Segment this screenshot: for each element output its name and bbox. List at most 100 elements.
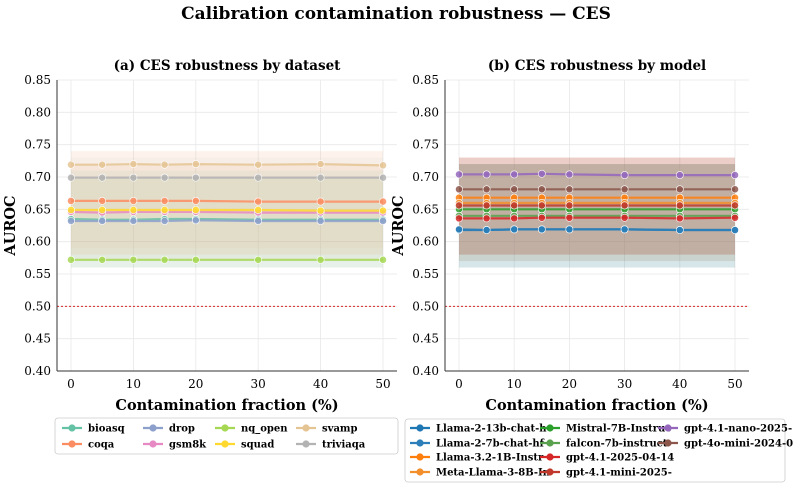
data-point-gpt-4.1-nano-2025- (510, 170, 519, 179)
series-line-coqa (71, 199, 383, 203)
data-point-nq_open (316, 255, 325, 264)
data-point-squad (160, 206, 169, 214)
legend-swatch-marker (149, 440, 157, 448)
y-tick-label: 0.40 (24, 364, 51, 378)
data-point-gpt-4.1-nano-2025- (620, 171, 629, 179)
y-tick-label: 0.45 (412, 332, 439, 346)
data-point-svamp (254, 160, 263, 169)
data-point-gpt-4.1-nano-2025- (675, 171, 684, 179)
data-point-drop (379, 217, 387, 225)
data-point-nq_open (379, 255, 387, 264)
data-point-drop (254, 217, 263, 225)
legend-label: gpt-4.1-nano-2025- (684, 424, 792, 435)
data-point-coqa (379, 197, 387, 206)
data-point-drop (191, 216, 200, 225)
legend-swatch-marker (68, 440, 76, 448)
data-point-gpt-4.1-2025-04-14 (510, 214, 519, 223)
data-point-squad (129, 206, 138, 214)
data-point-gpt-4.1-nano-2025- (565, 170, 574, 179)
data-point-drop (129, 217, 138, 225)
legend-swatch-marker (664, 424, 672, 432)
data-point-gpt-4.1-nano-2025- (455, 170, 463, 179)
data-point-coqa (254, 197, 263, 206)
legend-swatch-marker (416, 453, 424, 461)
legend-swatch-marker (221, 440, 229, 448)
y-tick-label: 0.45 (24, 332, 51, 346)
legend-label: nq_open (241, 424, 288, 435)
panel-by-model: 0.40 0.45 0.50 0.55 0.60 0.65 0.70 0.75 0.80 0.85… (390, 58, 749, 414)
confidence-band (71, 151, 383, 249)
data-point-squad (254, 206, 263, 214)
legend-label: Llama-2-13b-chat-h (436, 424, 547, 435)
series-line-drop (71, 219, 383, 223)
data-point-gpt-4.1-2025-04-14 (620, 213, 629, 222)
data-point-nq_open (160, 255, 169, 264)
data-point-triviaqa (254, 173, 263, 182)
legend-swatch-marker (416, 468, 424, 476)
x-tick-label: 30 (251, 377, 266, 391)
x-tick-label: 30 (617, 377, 632, 391)
data-point-Llama-2-7b-chat-hf (565, 225, 574, 234)
data-point-gpt-4o-mini-2024-0 (510, 185, 519, 194)
x-tick-label: 50 (375, 377, 390, 391)
data-point-gpt-4.1-nano-2025- (537, 169, 546, 178)
legend-label: gpt-4.1-mini-2025- (566, 468, 672, 479)
x-tick-label: 40 (313, 377, 328, 391)
data-point-gpt-4o-mini-2024-0 (731, 185, 739, 194)
data-point-coqa (129, 197, 138, 205)
y-tick-label: 0.60 (24, 235, 51, 249)
data-point-gpt-4.1-mini-2025- (510, 201, 519, 210)
data-point-coqa (98, 197, 107, 205)
legend-label: falcon-7b-instruct (566, 439, 668, 450)
series-line-gpt-4.1-nano-2025- (459, 172, 735, 177)
y-axis-label: AUROC (390, 195, 407, 256)
y-tick-label: 0.70 (24, 170, 51, 184)
legend-label: triviaqa (322, 440, 366, 451)
data-point-Llama-2-7b-chat-hf (482, 226, 491, 234)
y-tick-label: 0.85 (412, 73, 439, 87)
x-tick-label: 40 (672, 377, 687, 391)
data-point-Llama-2-7b-chat-hf (455, 225, 463, 234)
confidence-band (71, 177, 383, 268)
series-line-gsm8k (70, 210, 383, 214)
data-point-coqa (67, 197, 75, 205)
data-point-nq_open (129, 255, 138, 264)
series-line-svamp (71, 162, 384, 167)
y-tick-label: 0.60 (412, 235, 439, 249)
data-point-triviaqa (67, 173, 75, 182)
legend-label: svamp (322, 424, 358, 435)
data-point-nq_open (98, 255, 107, 264)
data-point-gpt-4.1-2025-04-14 (675, 214, 684, 223)
data-point-gpt-4o-mini-2024-0 (455, 185, 463, 194)
legend-swatch-marker (546, 468, 554, 476)
y-tick-label: 0.50 (412, 299, 439, 313)
data-point-gpt-4o-mini-2024-0 (620, 185, 629, 194)
legend-swatch-marker (416, 424, 424, 432)
legend-label: gpt-4o-mini-2024-0 (684, 439, 793, 450)
x-tick-label: 10 (507, 377, 522, 391)
data-point-gpt-4.1-2025-04-14 (731, 213, 739, 222)
data-point-gpt-4.1-mini-2025- (620, 201, 629, 210)
y-tick-label: 0.40 (412, 364, 439, 378)
legend-swatch-marker (302, 440, 310, 448)
data-point-svamp (316, 160, 325, 168)
confidence-band (459, 164, 735, 262)
legend-swatch-marker (416, 439, 424, 447)
data-point-Llama-2-7b-chat-hf (731, 226, 739, 234)
legend-label: drop (169, 424, 195, 435)
legend-swatch-marker (546, 439, 554, 447)
x-axis-label: Contamination fraction (%) (115, 397, 338, 414)
x-tick-label: 10 (126, 377, 141, 391)
data-point-svamp (379, 161, 387, 170)
data-point-gpt-4.1-2025-04-14 (565, 213, 574, 222)
data-point-drop (316, 217, 325, 225)
data-point-svamp (98, 160, 107, 169)
data-point-drop (160, 217, 169, 225)
y-tick-label: 0.80 (24, 105, 51, 119)
data-point-nq_open (254, 255, 263, 264)
data-point-gpt-4o-mini-2024-0 (565, 185, 574, 194)
y-tick-label: 0.75 (24, 138, 51, 152)
data-point-drop (67, 217, 75, 225)
y-tick-label: 0.70 (412, 170, 439, 184)
